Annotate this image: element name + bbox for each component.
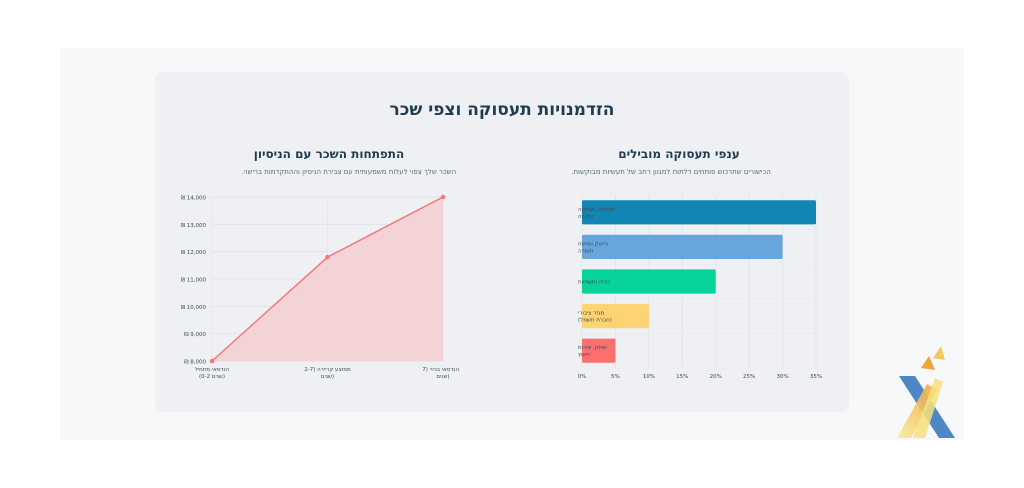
category-label-line: תעשייה, אחזקה: [578, 207, 616, 213]
category-label-line: הייטק ופיתוח: [578, 241, 609, 247]
y-tick-label: ₪ 10,000: [181, 305, 207, 311]
x-tick-label: הנדסאי מתחיל (0-2 שנים): [195, 366, 230, 380]
y-tick-label: ₪ 12,000: [181, 250, 207, 256]
category-label-line: (חברת חשמל): [578, 317, 612, 324]
x-tick-label-line: הנדסאי בכיר (7+: [422, 367, 460, 373]
sectors-section-subtitle: הכישורים שתרכוש פותחים דלתות למגוון רחב …: [571, 168, 771, 176]
x-tick-label: ממוצע קריירה (2-7 שנים): [304, 367, 351, 380]
salary-section-subtitle: השכר שלך צפוי לעלות משמעותית עם צבירת הנ…: [241, 168, 457, 176]
category-label: מגזר ציבורי (חברת חשמל): [578, 311, 612, 324]
x-tick-label-line: שנים): [321, 374, 334, 380]
category-label: בנייה ותשתיות: [578, 280, 610, 286]
sector-bar: [582, 303, 649, 329]
arrow-x-logo-icon: [897, 346, 955, 438]
x-tick-label: 5%: [611, 374, 620, 380]
category-label-line: מגזר ציבורי: [578, 311, 605, 317]
sectors-section-title: ענפי תעסוקה מובילים: [618, 147, 740, 161]
category-label-line: בנייה ותשתיות: [578, 280, 610, 286]
salary-section-title: התפתחות השכר עם הניסיון: [253, 147, 405, 161]
salary-point: [325, 254, 330, 260]
category-label-line: חומרה: [578, 248, 594, 254]
salary-point: [440, 194, 446, 200]
category-label: שיווק, שירות וייעוץ: [578, 345, 607, 358]
y-tick-label: ₪ 8,000: [184, 360, 206, 366]
x-tick-label: 10%: [643, 374, 655, 380]
x-tick-label: 20%: [710, 374, 722, 380]
y-tick-label: ₪ 9,000: [184, 332, 206, 338]
x-tick-label: 0%: [578, 374, 587, 380]
salary-point: [209, 358, 215, 364]
x-tick-label: הנדסאי בכיר (7+שנים): [422, 367, 460, 380]
category-label: תעשייה, אחזקה ובקרה: [578, 207, 616, 220]
x-tick-label-line: ממוצע קריירה (2-7: [304, 367, 351, 373]
salary-area-chart: ₪ 8,000 ₪ 9,000 ₪ 10,000 ₪ 11,000 ₪ 12,000 ₪ …: [181, 194, 460, 380]
sector-bar: [582, 234, 783, 260]
x-tick-label: 35%: [810, 374, 822, 380]
sector-bar: [582, 200, 816, 225]
sectors-bar-chart: 0% 5% 10% 15% 20% 25% 30% 35% תעשייה, אחזקה ובקרה…: [578, 194, 822, 380]
y-tick-label: ₪ 14,000: [181, 196, 207, 202]
category-label: הייטק ופיתוח חומרה: [578, 241, 609, 254]
x-tick-label-line: (0-2 שנים): [199, 374, 225, 380]
x-tick-label-line: שנים): [436, 374, 449, 380]
x-tick-label: 15%: [676, 374, 688, 380]
x-tick-label: 30%: [776, 374, 788, 380]
salary-area-fill: [212, 197, 443, 361]
x-tick-label-line: הנדסאי מתחיל: [195, 366, 230, 373]
y-tick-label: ₪ 13,000: [181, 223, 207, 229]
sector-bar: [582, 338, 616, 363]
category-label-line: וייעוץ: [578, 352, 590, 358]
sector-bar: [582, 269, 716, 294]
category-label-line: שיווק, שירות: [578, 345, 607, 351]
page-title: הזדמנויות תעסוקה וצפי שכר: [389, 100, 615, 120]
x-tick-label: 25%: [743, 374, 755, 380]
category-label-line: ובקרה: [578, 214, 593, 220]
y-tick-label: ₪ 11,000: [181, 278, 207, 284]
